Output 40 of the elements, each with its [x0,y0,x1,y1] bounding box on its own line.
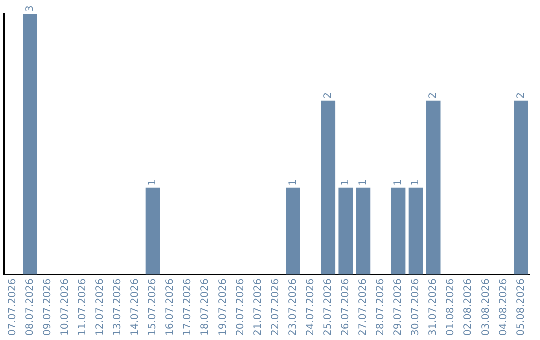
data-label: 3 [24,6,36,12]
data-label: 1 [358,179,370,186]
x-tick-label: 01.08.2026 [446,278,457,336]
x-tick-label: 03.08.2026 [480,278,492,336]
data-label: 1 [148,179,159,186]
x-tick-label: 14.07.2026 [130,278,142,336]
x-tick-label: 26.07.2026 [340,278,352,336]
x-tick-label: 20.07.2026 [235,278,246,336]
data-label: 1 [410,179,422,186]
x-tick-label: 17.07.2026 [182,278,194,336]
x-tick-label: 21.07.2026 [252,278,264,336]
data-label: 1 [340,179,352,186]
data-label: 1 [393,179,404,186]
x-tick-label: 27.07.2026 [358,278,370,336]
x-tick-label: 07.07.2026 [7,278,18,336]
x-tick-label: 15.07.2026 [148,278,159,336]
x-tick-label: 09.07.2026 [42,278,54,336]
x-tick-label: 10.07.2026 [60,278,71,336]
x-tick-label: 08.07.2026 [24,278,36,336]
x-tick-label: 30.07.2026 [410,278,422,336]
x-tick-label: 22.07.2026 [270,278,282,336]
x-tick-label: 02.08.2026 [463,278,474,336]
x-tick-label: 12.07.2026 [95,278,106,336]
data-label: 1 [288,179,299,186]
x-tick-label: 29.07.2026 [393,278,404,336]
x-tick-label: 04.08.2026 [498,278,510,336]
data-label: 2 [322,92,334,99]
x-tick-label: 05.08.2026 [516,278,527,336]
x-tick-label: 16.07.2026 [165,278,176,336]
data-label: 2 [516,92,527,99]
x-tick-label: 19.07.2026 [218,278,229,336]
x-tick-label: 25.07.2026 [322,278,334,336]
x-tick-label: 28.07.2026 [376,278,387,336]
x-tick-label: 31.07.2026 [428,278,440,336]
x-tick-label: 13.07.2026 [112,278,124,336]
x-tick-label: 11.07.2026 [77,278,88,336]
x-tick-label: 24.07.2026 [305,278,316,336]
x-tick-label: 23.07.2026 [288,278,299,336]
data-label: 2 [428,92,440,99]
x-tick-label: 18.07.2026 [200,278,212,336]
